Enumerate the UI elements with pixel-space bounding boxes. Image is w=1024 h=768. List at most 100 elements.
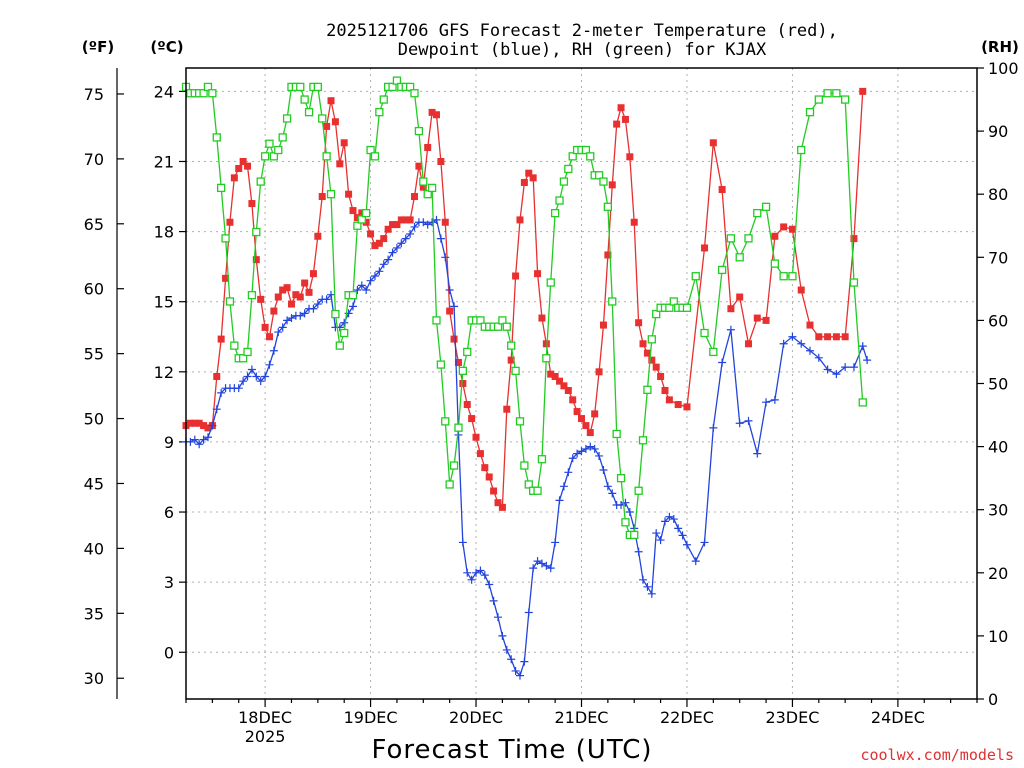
celsius-tick-label: 18 (154, 223, 174, 242)
dewpoint-point (533, 557, 542, 566)
temperature-point (485, 473, 493, 481)
rh-point (761, 202, 771, 211)
dewpoint-point (406, 229, 415, 238)
temperature-point (353, 214, 361, 222)
dewpoint-point (243, 372, 252, 381)
rh-point (515, 417, 525, 426)
rh-tick-label: 40 (988, 438, 1008, 457)
rh-point (256, 177, 265, 186)
temperature-point (736, 293, 744, 301)
dewpoint-point (494, 613, 503, 622)
temperature-point (261, 323, 269, 331)
rh-point (616, 473, 626, 483)
rh-point (388, 82, 397, 92)
temperature-point (586, 429, 594, 437)
rh-tick-label: 80 (988, 185, 1008, 204)
dewpoint-point (858, 342, 867, 351)
temperature-point (226, 218, 234, 226)
dewpoint-point (309, 304, 318, 313)
rh-point (559, 177, 569, 186)
rh-tick-label: 70 (988, 248, 1008, 267)
temperature-point (230, 174, 238, 182)
rh-point (849, 278, 859, 287)
temperature-point (287, 300, 295, 308)
temperature-point (358, 209, 366, 217)
rh-point (313, 82, 322, 92)
rh-point (217, 183, 226, 193)
dewpoint-point (507, 655, 516, 664)
rh-tick-label: 20 (988, 564, 1008, 583)
temperature-point (727, 305, 735, 313)
celsius-tick-label: 15 (154, 293, 174, 312)
rh-point (419, 177, 428, 186)
temperature-point (406, 216, 414, 224)
temperature-point (411, 193, 419, 201)
dewpoint-point (450, 302, 459, 311)
celsius-tick-label: 6 (164, 503, 174, 522)
dewpoint-point (423, 220, 432, 229)
temperature-point (318, 193, 326, 201)
dewpoint-point (327, 290, 336, 299)
dewpoint-point (551, 538, 560, 547)
rh-point (203, 82, 213, 92)
dewpoint-point (458, 538, 467, 547)
rh-point (252, 227, 261, 237)
temperature-point (490, 487, 498, 495)
dewpoint-point (472, 568, 481, 577)
rh-point (652, 309, 661, 319)
dewpoint-point (313, 300, 322, 309)
temperature-point (235, 164, 243, 172)
rh-point (537, 455, 547, 464)
temperature-point (608, 181, 616, 189)
dewpoint-point (577, 447, 586, 456)
rh-point (669, 297, 678, 306)
fahrenheit-tick-label: 70 (84, 150, 104, 169)
dewpoint-point (573, 449, 582, 458)
temperature-point (841, 333, 849, 341)
temperature-point (569, 396, 577, 404)
dewpoint-point (546, 564, 555, 573)
dewpoint-point (814, 353, 823, 362)
temperature-point (635, 319, 643, 327)
rh-point (564, 164, 573, 174)
rh-point (700, 328, 709, 338)
dewpoint-point (537, 559, 546, 568)
fahrenheit-tick-label: 30 (84, 669, 104, 688)
dewpoint-point (647, 589, 656, 598)
temperature-point (556, 377, 564, 385)
rh-tick-label: 100 (988, 59, 1019, 78)
temperature-point (191, 419, 199, 427)
rh-point (735, 253, 744, 262)
rh-point (691, 272, 700, 281)
dewpoint-point (379, 260, 388, 269)
rh-point (212, 133, 221, 142)
rh-unit-label: (RH) (981, 38, 1019, 56)
rh-point (493, 322, 503, 331)
rh-point (318, 114, 327, 123)
temperature-line (185, 91, 864, 509)
temperature-point (270, 307, 278, 315)
dewpoint-point (586, 442, 595, 451)
temperature-point (630, 218, 638, 226)
celsius-tick-label: 21 (154, 152, 174, 171)
dewpoint-point (639, 575, 648, 584)
rh-point (322, 152, 331, 161)
dewpoint-point (256, 377, 265, 386)
dewpoint-point (656, 536, 665, 545)
dewpoint-point (195, 440, 204, 449)
temperature-point (309, 270, 317, 278)
celsius-tick-label: 0 (164, 643, 174, 662)
dewpoint-point (247, 365, 256, 374)
fahrenheit-tick-label: 40 (84, 539, 104, 558)
dewpoint-point (555, 496, 564, 505)
fahrenheit-tick-label: 50 (84, 410, 104, 429)
temperature-point (551, 372, 559, 380)
temperature-point (200, 422, 208, 430)
temperature-point (441, 218, 449, 226)
rh-point (599, 177, 608, 186)
temperature-point (498, 503, 506, 511)
dewpoint-point (564, 468, 573, 477)
dewpoint-point (770, 395, 779, 404)
temperature-point (520, 179, 528, 187)
rh-point (340, 328, 349, 338)
